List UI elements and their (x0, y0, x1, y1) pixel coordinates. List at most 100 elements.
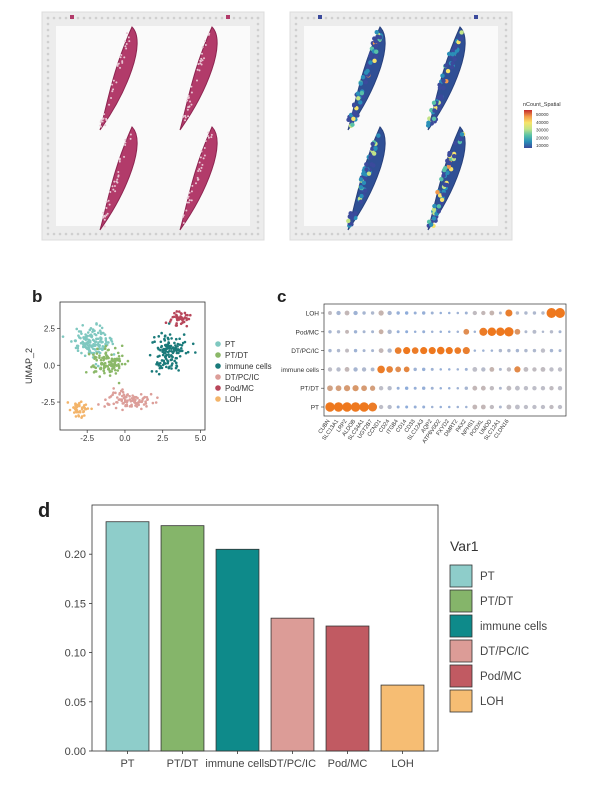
legend-label: PT/DT (480, 596, 513, 608)
umap-point (100, 326, 104, 330)
tissue-texture (199, 156, 202, 159)
fiducial-dot (154, 16, 158, 20)
tissue-texture (120, 54, 123, 57)
fiducial-dot (504, 52, 508, 56)
tissue-texture (118, 157, 121, 160)
spot (351, 116, 356, 122)
fiducial-dot (112, 232, 116, 236)
expression-dot (523, 404, 529, 410)
tissue-texture (197, 63, 200, 66)
spot (358, 199, 364, 204)
umap-point (85, 346, 89, 350)
fiducial-dot (256, 190, 260, 194)
expression-dot (378, 329, 384, 335)
expression-dot (353, 348, 358, 353)
umap-point (117, 355, 121, 358)
fiducial-dot (504, 58, 508, 62)
tissue-texture (186, 99, 189, 102)
fiducial-dot (294, 226, 298, 230)
legend-swatch (449, 614, 473, 638)
umap-point (173, 359, 176, 363)
tissue-texture (199, 169, 202, 172)
umap-point (161, 353, 165, 357)
fiducial-dot (432, 16, 436, 20)
bar-panel: 0.00 0.05 0.10 0.15 0.20 PT PT/DT immune cells D… (40, 495, 600, 783)
spatial-figure: nCount_Spatial 50000 40000 30000 20000 10000 (41, 11, 561, 241)
umap-point (168, 320, 172, 323)
umap-point (112, 366, 116, 370)
umap-point (107, 341, 110, 344)
fiducial-dot (214, 232, 218, 236)
fiducial-dot (378, 16, 382, 20)
fiducial-dot (504, 40, 508, 44)
fiducial-dot (504, 22, 508, 26)
fiducial-dot (46, 196, 50, 200)
umap-point (116, 351, 120, 355)
tissue-texture (112, 79, 115, 82)
umap-point (97, 345, 101, 348)
legend-swatch (215, 396, 221, 402)
umap-point (101, 356, 104, 360)
tissue-texture (108, 203, 111, 206)
legend-label: Pod/MC (480, 671, 522, 683)
spot (371, 163, 376, 168)
expression-dot (350, 402, 361, 412)
fiducial-dot (256, 58, 260, 62)
umap-point (164, 362, 167, 365)
tissue-texture (199, 59, 202, 62)
umap-point (110, 353, 113, 357)
fiducial-dot (384, 232, 388, 236)
umap-point (117, 381, 121, 385)
y-tick-label: 0.10 (65, 648, 86, 660)
spot (370, 141, 375, 147)
fiducial-dot (504, 202, 508, 206)
umap-point (112, 353, 116, 356)
umap-point (157, 335, 161, 338)
expression-dot (422, 405, 426, 409)
tissue-texture (202, 157, 205, 160)
expression-dot (335, 385, 342, 392)
tissue-texture (182, 214, 185, 217)
spot (373, 43, 379, 48)
spot (376, 133, 381, 138)
fiducial-dot (294, 196, 298, 200)
y-tick-label: -2.5 (41, 398, 55, 407)
bar (105, 521, 150, 752)
expression-dot (336, 367, 341, 372)
y-tick-label: 0.15 (65, 598, 86, 610)
spot (368, 60, 373, 65)
bar-legend: Var1 PT PT/DT immune cells DT/PC/IC Pod/MC LOH (449, 538, 547, 713)
tissue-texture (108, 103, 111, 106)
fiducial-dot (46, 214, 50, 218)
fiducial-dot (46, 202, 50, 206)
tissue-section (179, 26, 218, 131)
umap-point (98, 354, 101, 358)
expression-dot (549, 404, 554, 410)
expression-dot (498, 311, 502, 315)
umap-point (96, 364, 100, 368)
tissue-texture (116, 178, 119, 181)
fiducial-dot (46, 94, 50, 98)
expression-dot (445, 347, 453, 355)
fiducial-dot (504, 220, 508, 224)
expression-dot (353, 330, 358, 334)
fiducial-dot (354, 16, 358, 20)
expression-dot (396, 405, 400, 409)
umap-point (179, 322, 183, 326)
umap-point (151, 401, 155, 405)
umap-point (180, 344, 184, 347)
expression-dot (505, 309, 513, 317)
tissue-texture (186, 201, 189, 204)
fiducial-dot (354, 232, 358, 236)
fiducial-dot (46, 22, 50, 26)
fiducial-dot (294, 148, 298, 152)
fiducial-dot (306, 16, 310, 20)
tissue-texture (99, 121, 102, 124)
fiducial-dot (46, 16, 50, 20)
fiducial-dot (46, 106, 50, 110)
expression-dot (430, 311, 434, 315)
fiducial-dot (256, 82, 260, 86)
fiducial-dot (378, 232, 382, 236)
fiducial-dot (294, 46, 298, 50)
fiducial-dot (294, 106, 298, 110)
